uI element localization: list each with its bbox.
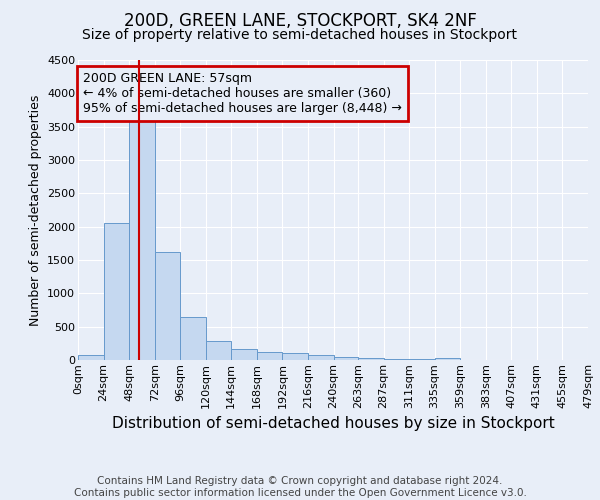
X-axis label: Distribution of semi-detached houses by size in Stockport: Distribution of semi-detached houses by … bbox=[112, 416, 554, 431]
Bar bbox=[409, 359, 434, 360]
Bar bbox=[78, 354, 104, 360]
Bar bbox=[232, 350, 257, 360]
Bar bbox=[129, 110, 155, 360]
Bar bbox=[334, 358, 358, 360]
Bar bbox=[180, 318, 206, 360]
Text: Size of property relative to semi-detached houses in Stockport: Size of property relative to semi-detach… bbox=[83, 28, 517, 42]
Bar bbox=[257, 352, 283, 360]
Text: 200D GREEN LANE: 57sqm
← 4% of semi-detached houses are smaller (360)
95% of sem: 200D GREEN LANE: 57sqm ← 4% of semi-deta… bbox=[83, 72, 402, 115]
Text: 200D, GREEN LANE, STOCKPORT, SK4 2NF: 200D, GREEN LANE, STOCKPORT, SK4 2NF bbox=[124, 12, 476, 30]
Bar bbox=[434, 358, 460, 360]
Bar bbox=[206, 340, 232, 360]
Text: Contains HM Land Registry data © Crown copyright and database right 2024.
Contai: Contains HM Land Registry data © Crown c… bbox=[74, 476, 526, 498]
Bar bbox=[104, 222, 129, 360]
Bar bbox=[358, 358, 383, 360]
Bar bbox=[383, 358, 409, 360]
Bar bbox=[155, 252, 180, 360]
Bar bbox=[308, 354, 334, 360]
Y-axis label: Number of semi-detached properties: Number of semi-detached properties bbox=[29, 94, 41, 326]
Bar bbox=[283, 354, 308, 360]
